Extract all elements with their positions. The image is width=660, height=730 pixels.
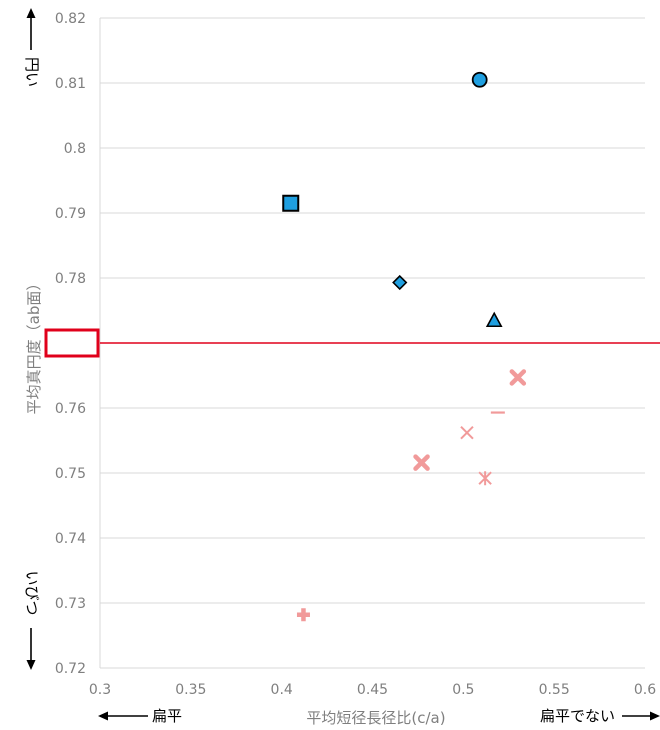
arrow-left-icon <box>98 711 148 721</box>
y-tick-label: 0.82 <box>55 11 86 27</box>
x-tick-label: 0.45 <box>357 682 388 698</box>
y-tick-label: 0.81 <box>55 76 86 92</box>
data-point-x-bold <box>413 454 430 471</box>
y-axis-title: 平均真円度（ab面） <box>25 276 43 415</box>
arrow-down-icon <box>26 628 36 670</box>
data-point-square <box>282 194 300 212</box>
y-tick-label: 0.72 <box>55 661 86 677</box>
y-tick-label: 0.78 <box>55 271 86 287</box>
not-flat-label: 扁平でない <box>540 707 615 725</box>
threshold-highlight-box <box>44 328 100 358</box>
data-point-plus <box>296 608 310 622</box>
x-tick-label: 0.35 <box>175 682 206 698</box>
distorted-label: いびつ <box>23 570 41 615</box>
flat-label: 扁平 <box>152 707 182 725</box>
data-point-circle <box>471 71 488 88</box>
y-tick-label: 0.76 <box>55 401 86 417</box>
data-point-x <box>460 425 474 440</box>
y-tick-label: 0.73 <box>55 596 86 612</box>
x-tick-label: 0.6 <box>634 682 656 698</box>
arrow-right-icon <box>622 711 660 721</box>
threshold-group <box>44 328 660 358</box>
arrow-up-icon <box>26 8 36 50</box>
y-tick-label: 0.79 <box>55 206 86 222</box>
data-point-diamond <box>392 274 408 291</box>
y-tick-label: 0.74 <box>55 531 86 547</box>
x-tick-labels: 0.3 0.35 0.4 0.45 0.5 0.55 0.6 <box>89 682 656 698</box>
y-tick-label: 0.75 <box>55 466 86 482</box>
x-tick-label: 0.55 <box>539 682 570 698</box>
x-tick-label: 0.5 <box>452 682 474 698</box>
round-label: 円い <box>23 57 41 87</box>
data-points <box>282 71 527 622</box>
data-point-x-bold <box>509 369 527 386</box>
data-point-triangle <box>485 311 503 328</box>
y-tick-label: 0.8 <box>64 141 86 157</box>
data-point-asterisk <box>478 471 492 486</box>
x-tick-label: 0.4 <box>271 682 293 698</box>
x-tick-label: 0.3 <box>89 682 111 698</box>
x-axis-title: 平均短径長径比(c/a) <box>306 709 445 727</box>
